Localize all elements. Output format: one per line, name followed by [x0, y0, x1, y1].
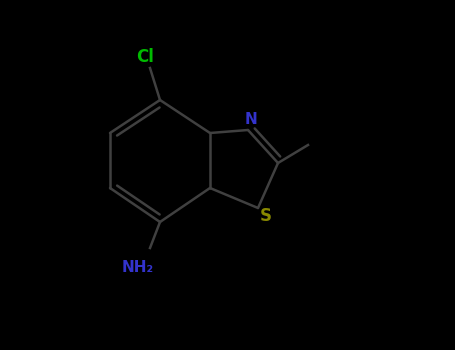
- Text: N: N: [245, 112, 258, 127]
- Text: Cl: Cl: [136, 48, 154, 66]
- Text: S: S: [260, 207, 272, 225]
- Text: NH₂: NH₂: [122, 260, 154, 275]
